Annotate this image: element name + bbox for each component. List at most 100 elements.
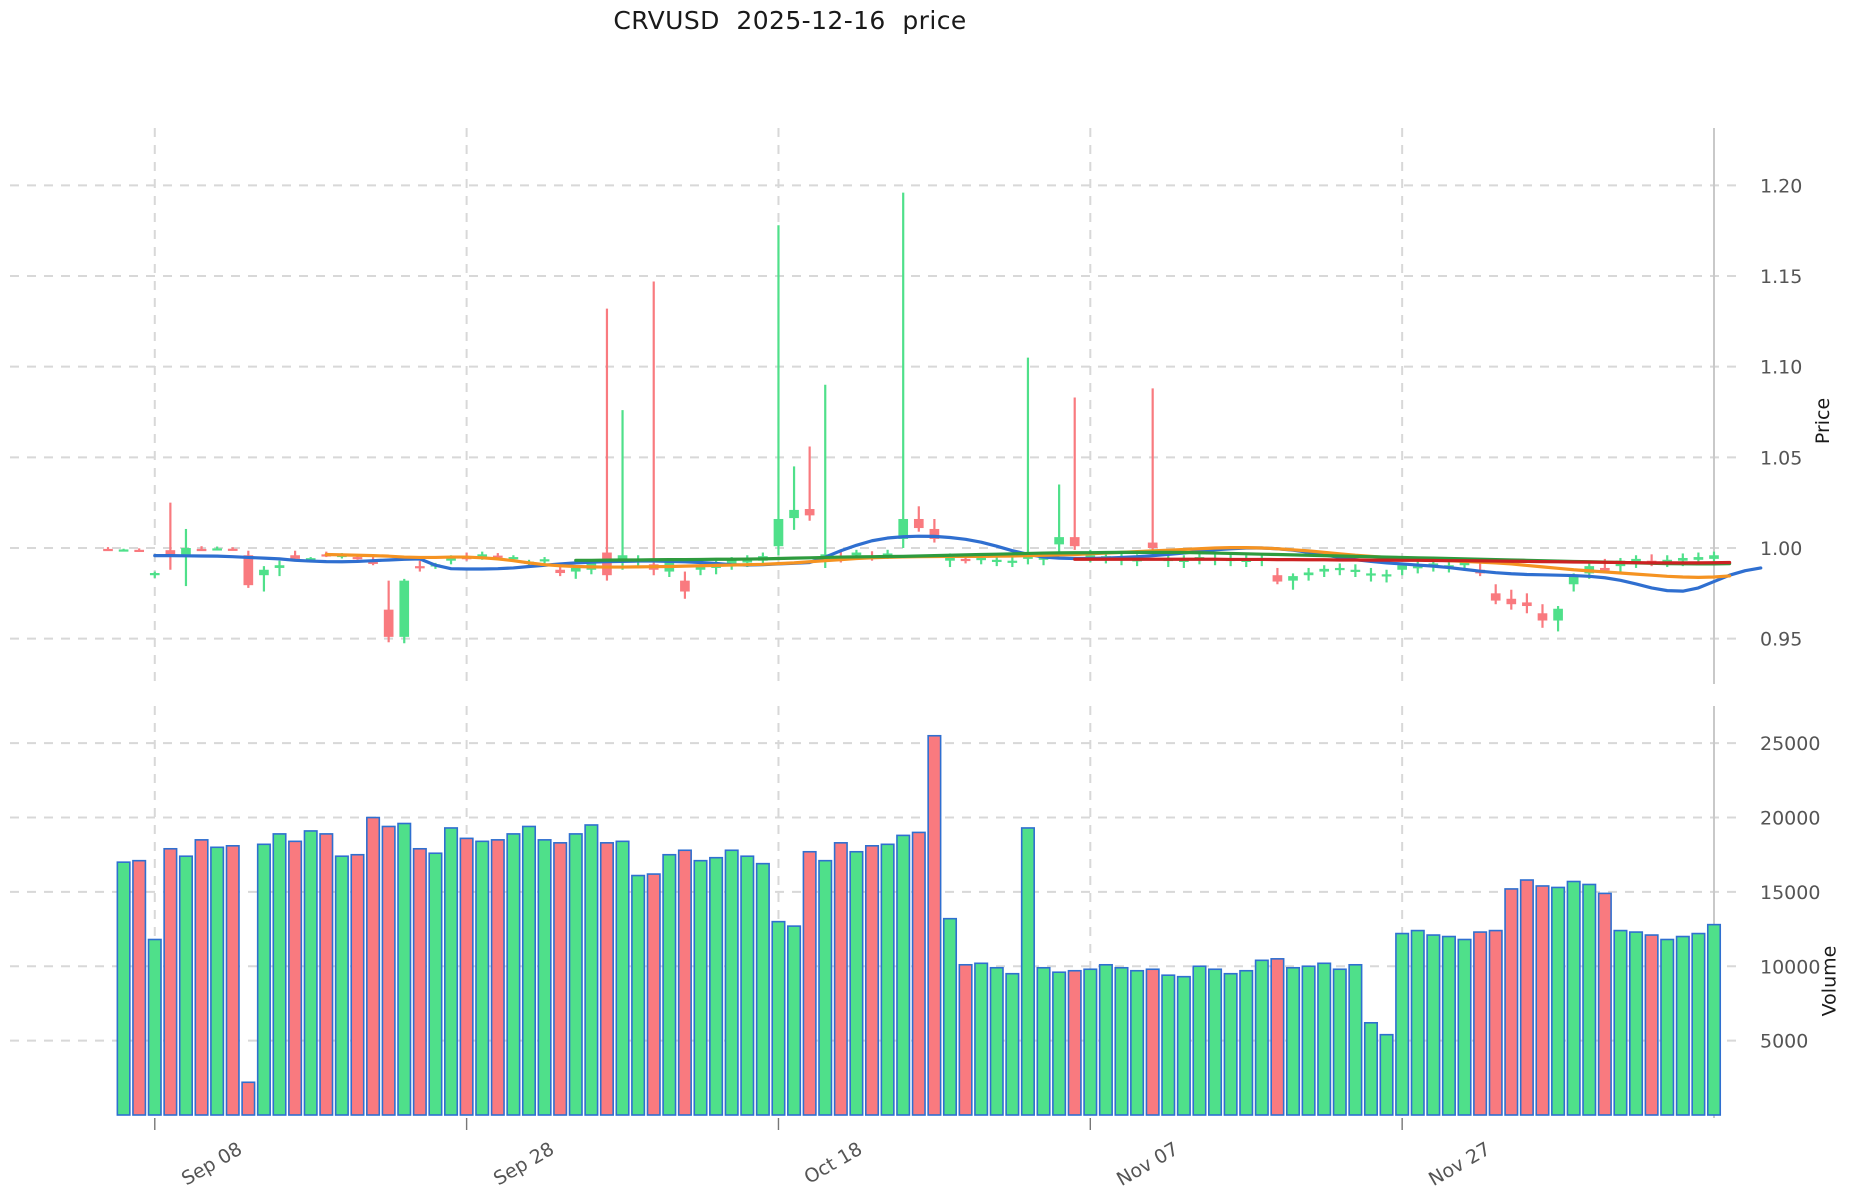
volume-bar: [1317, 962, 1332, 1116]
volume-axis-label: Volume: [1818, 945, 1841, 1017]
candle-body: [134, 549, 145, 553]
volume-bar: [1613, 929, 1628, 1116]
volume-bar: [771, 920, 786, 1116]
volume-bar: [1208, 968, 1223, 1116]
volume-bar: [288, 840, 303, 1116]
volume-bar: [1504, 888, 1519, 1116]
volume-bar: [880, 843, 895, 1116]
candle-body: [1366, 573, 1376, 576]
price-axis-label: Price: [1812, 397, 1835, 445]
volume-bar: [833, 842, 848, 1116]
volume-bar: [1519, 879, 1534, 1116]
volume-bar: [802, 850, 817, 1116]
candle-body: [165, 550, 176, 556]
volume-bar: [646, 873, 661, 1116]
volume-bar: [1052, 971, 1067, 1116]
volume-bar: [443, 827, 459, 1116]
candle-body: [508, 557, 519, 560]
candle-body: [1631, 558, 1641, 563]
volume-bar: [1410, 929, 1425, 1116]
volume-bar: [272, 833, 287, 1116]
candle-body: [1677, 557, 1688, 561]
volume-bar: [241, 1081, 256, 1116]
volume-bar: [1285, 966, 1301, 1116]
candle-body: [1709, 555, 1719, 559]
volume-bar: [397, 822, 412, 1116]
volume-bar: [864, 845, 880, 1116]
candle-body: [1288, 576, 1298, 581]
candle-body: [804, 509, 815, 516]
candle-body: [1600, 567, 1610, 571]
ma-line-ma-long: [1073, 557, 1732, 565]
volume-bar: [1551, 886, 1566, 1116]
candle-body: [446, 557, 456, 561]
price-tick-label: 1.00: [1760, 538, 1802, 560]
candle-body: [1054, 537, 1064, 545]
candle-body: [1147, 542, 1158, 548]
volume-bar: [1675, 935, 1690, 1116]
volume-bar: [1441, 935, 1456, 1116]
volume-bar: [584, 824, 599, 1116]
candle-body: [929, 528, 940, 539]
volume-bar: [1020, 827, 1035, 1116]
volume-bar: [147, 938, 162, 1116]
volume-bar: [1176, 975, 1191, 1116]
candle-body: [477, 554, 488, 557]
candle-body: [274, 565, 285, 568]
candle-body: [991, 559, 1002, 562]
candle-body: [945, 557, 955, 561]
volume-bar: [724, 849, 739, 1116]
candle-body: [352, 557, 363, 560]
candle-body: [118, 549, 129, 552]
volume-bar: [740, 855, 755, 1116]
volume-bar: [1067, 969, 1082, 1116]
candle-body: [1085, 555, 1096, 558]
volume-bar: [599, 842, 614, 1116]
candle-body: [196, 548, 207, 552]
volume-bar: [1629, 931, 1644, 1116]
volume-bar: [256, 843, 271, 1116]
volume-bar: [1083, 968, 1098, 1116]
volume-bar: [974, 962, 989, 1116]
candle-body: [1319, 568, 1330, 572]
candle-body: [1553, 608, 1563, 621]
price-tick-label: 1.10: [1760, 357, 1802, 379]
volume-bar: [755, 862, 770, 1116]
volume-bar: [459, 837, 474, 1116]
volume-bar: [163, 847, 178, 1116]
volume-tick-label: 20000: [1760, 808, 1820, 830]
ma-line-ma-mid: [324, 546, 1732, 579]
volume-bar: [1488, 929, 1503, 1116]
volume-bar: [693, 859, 708, 1116]
volume-bar: [475, 840, 490, 1116]
candle-body: [181, 548, 191, 557]
candle-body: [1490, 593, 1501, 601]
volume-bar: [1473, 931, 1488, 1116]
volume-bar: [1192, 965, 1207, 1116]
volume-bar: [1332, 968, 1347, 1116]
price-tick-label: 0.95: [1760, 629, 1802, 651]
volume-bar: [1566, 880, 1581, 1116]
candle-body: [617, 555, 628, 559]
candle-body: [415, 566, 425, 569]
ma-line-ma-fast: [153, 534, 1763, 593]
volume-bar: [194, 839, 209, 1116]
candle-body: [368, 560, 378, 564]
candle-body: [570, 567, 581, 572]
volume-bar: [1254, 959, 1269, 1116]
volume-bar: [1145, 968, 1160, 1116]
volume-bar: [1161, 974, 1176, 1116]
candle-body: [399, 580, 410, 637]
volume-bar: [1379, 1033, 1394, 1116]
volume-bar: [927, 734, 942, 1116]
candle-body: [726, 559, 737, 566]
volume-bar: [1535, 885, 1550, 1116]
candle-body: [1069, 537, 1080, 547]
volume-bar: [1270, 958, 1285, 1116]
candle-body: [1007, 560, 1018, 563]
candle-body: [290, 555, 300, 559]
volume-bar: [178, 855, 193, 1116]
candle-body: [1397, 565, 1407, 570]
